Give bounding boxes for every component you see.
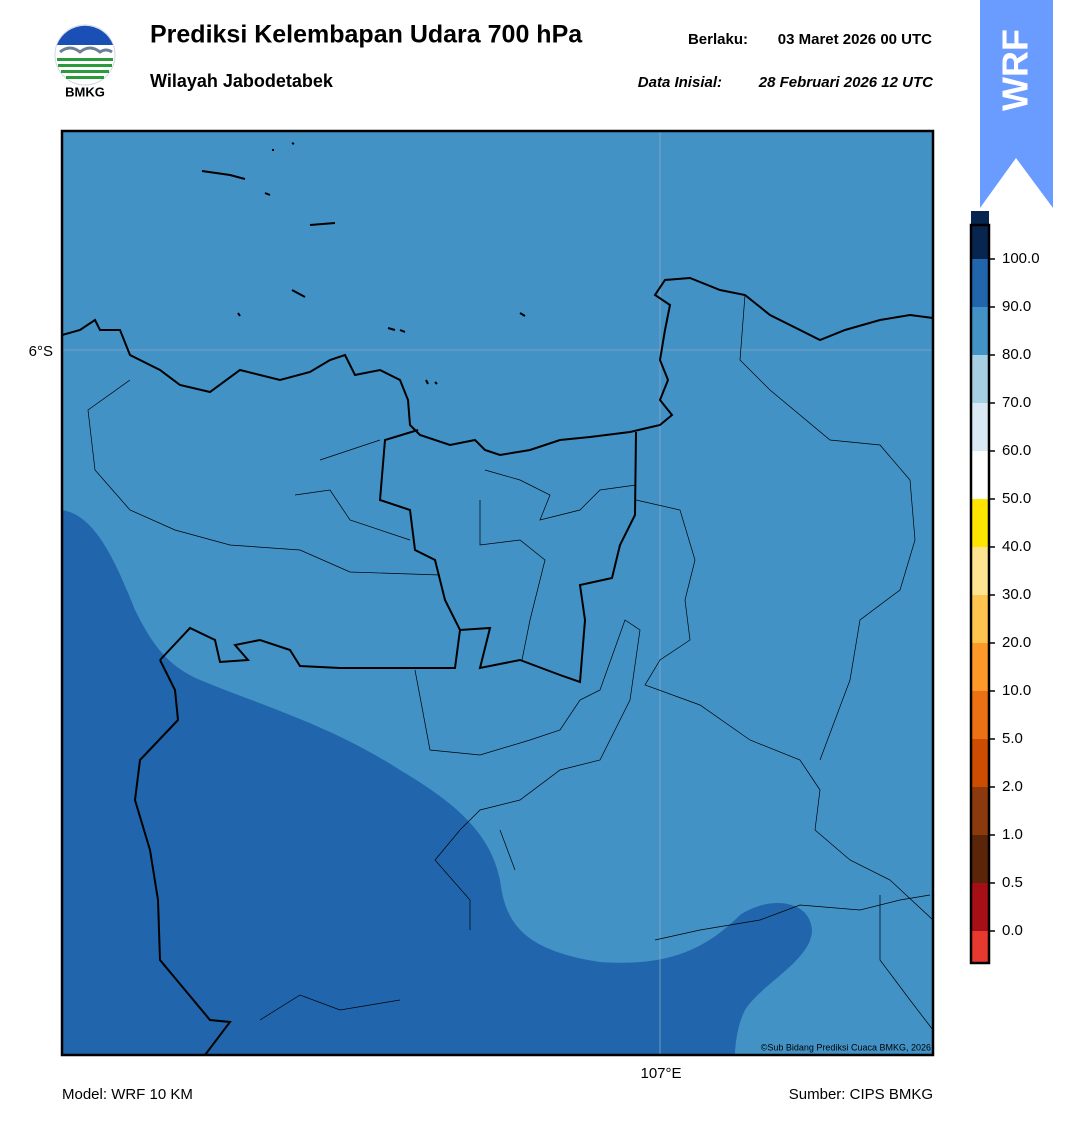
humidity-field-high	[62, 510, 812, 1055]
title: Prediksi Kelembapan Udara 700 hPa	[150, 21, 583, 49]
coastline	[62, 276, 933, 457]
regency-border	[87, 294, 933, 1031]
colorbar-tick-label: 100.0	[1002, 250, 1040, 267]
lat-label: 6°S	[29, 343, 53, 360]
map-frame	[60, 129, 935, 1057]
colorbar-segment	[971, 883, 989, 931]
colorbar-segment	[971, 403, 989, 451]
colorbar-segment	[971, 739, 989, 787]
colorbar-segment	[971, 499, 989, 547]
colorbar-segment	[971, 931, 989, 963]
province-border	[133, 659, 232, 1055]
init-time: 28 Februari 2026 12 UTC	[758, 74, 934, 91]
colorbar-segment	[971, 691, 989, 739]
colorbar-tick-label: 0.5	[1002, 874, 1023, 891]
colorbar-tick-label: 2.0	[1002, 778, 1023, 795]
province-border	[159, 626, 461, 669]
valid-label: Berlaku:	[688, 31, 748, 48]
colorbar-tick-label: 40.0	[1002, 538, 1031, 555]
colorbar-tick-label: 60.0	[1002, 442, 1031, 459]
colorbar-segment	[971, 595, 989, 643]
init-label: Data Inisial:	[638, 74, 722, 91]
colorbar-segment	[971, 355, 989, 403]
map: 6°S 107°E ©Sub Bidang Prediksi Cuaca BMK…	[29, 129, 935, 1082]
valid-time: 03 Maret 2026 00 UTC	[778, 31, 932, 48]
colorbar: 0.0 0.5 1.0 2.0 5.0 10.0 20.0 30.0 40.0 50.0 60.0 7…	[969, 211, 1040, 965]
colorbar-tick-label: 5.0	[1002, 730, 1023, 747]
colorbar-segment	[971, 643, 989, 691]
credit: ©Sub Bidang Prediksi Cuaca BMKG, 2026	[761, 1042, 931, 1052]
colorbar-tick-label: 30.0	[1002, 586, 1031, 603]
lon-label: 107°E	[640, 1065, 681, 1082]
province-border	[378, 429, 637, 684]
island	[201, 142, 526, 385]
model-label: Model: WRF 10 KM	[62, 1086, 193, 1103]
source-label: Sumber: CIPS BMKG	[789, 1086, 933, 1103]
colorbar-segment	[971, 307, 989, 355]
wrf-badge: WRF	[980, 0, 1053, 208]
colorbar-tick-label: 1.0	[1002, 826, 1023, 843]
colorbar-tick-label: 10.0	[1002, 682, 1031, 699]
logo-text: BMKG	[65, 84, 105, 99]
subtitle: Wilayah Jabodetabek	[150, 71, 334, 91]
colorbar-tick-label: 80.0	[1002, 346, 1031, 363]
colorbar-tick-label: 70.0	[1002, 394, 1031, 411]
colorbar-tick-label: 20.0	[1002, 634, 1031, 651]
bmkg-logo: BMKG	[54, 24, 116, 99]
colorbar-tick-label: 90.0	[1002, 298, 1031, 315]
badge-text: WRF	[995, 29, 1036, 111]
colorbar-tick-label: 50.0	[1002, 490, 1031, 507]
colorbar-frame	[969, 223, 991, 965]
colorbar-tick-label: 0.0	[1002, 922, 1023, 939]
colorbar-segment	[971, 547, 989, 595]
colorbar-segment	[971, 211, 989, 259]
colorbar-segment	[971, 787, 989, 835]
colorbar-segment	[971, 451, 989, 499]
colorbar-segment	[971, 835, 989, 883]
colorbar-segment	[971, 259, 989, 307]
